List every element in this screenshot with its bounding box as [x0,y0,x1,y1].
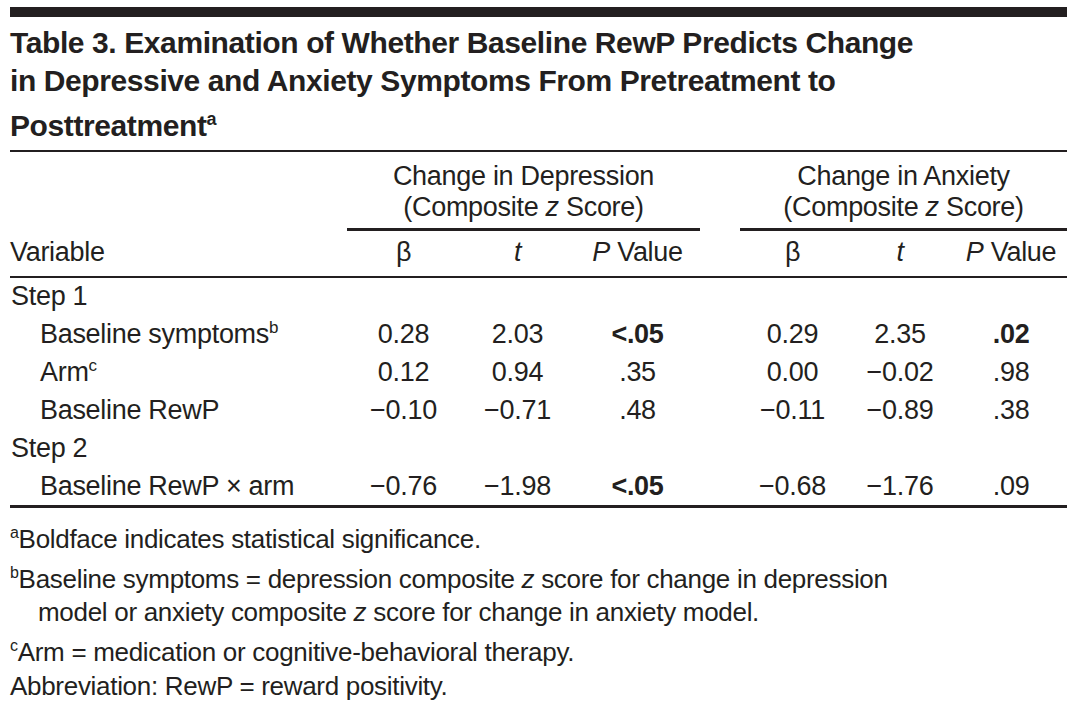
column-header-row: Variable β t P Value β t P Value [10,230,1067,278]
p-italic: P [966,237,984,267]
spanner-depression: Change in Depression (Composite z Score) [347,152,700,230]
value-cell: −0.68 [740,467,845,505]
spanner-depression-line2-pre: (Composite [403,192,545,222]
footnote-text: Arm = medication or cognitive-behavioral… [18,637,574,667]
footnote-text: score for change in depression [534,563,887,593]
footnote-italic-text: z [522,563,535,593]
t-italic: t [514,237,521,267]
footnote: bBaseline symptoms = depression composit… [10,556,1067,630]
value-cell: 0.29 [740,315,845,353]
spanner-anxiety-z: z [926,192,939,222]
value-cell: 0.94 [460,353,575,391]
table-row: Baseline symptomsb0.282.03<.05 0.292.35.0… [10,315,1067,353]
spanner-empty-cell [10,152,347,230]
value-cell: 0.28 [347,315,460,353]
p-rest: Value [610,237,683,267]
footnote-text: Baseline symptoms = depression composite [19,563,522,593]
column-header-beta-depression: β [347,230,460,278]
spanner-anxiety-line1: Change in Anxiety [797,161,1010,191]
footnote-marker: b [10,564,19,581]
row-label: Armc [10,353,347,391]
spanner-gap-cell [700,152,740,230]
value-cell: .02 [955,315,1067,353]
journal-table-page: Table 3. Examination of Whether Baseline… [0,0,1077,711]
footnote: cArm = medication or cognitive-behaviora… [10,629,1067,669]
value-cell: −1.76 [845,467,955,505]
value-cell: −0.76 [347,467,460,505]
table-title-line-3-text: Posttreatment [10,109,207,142]
row-label-superscript: b [269,318,278,337]
footnote: aBoldface indicates statistical signific… [10,516,1067,556]
spanner-anxiety: Change in Anxiety (Composite z Score) [740,152,1067,230]
value-cell: .35 [575,353,700,391]
value-cell: <.05 [575,315,700,353]
footnotes-section: aBoldface indicates statistical signific… [10,516,1067,703]
value-cell: 2.03 [460,315,575,353]
column-header-t-anxiety: t [845,230,955,278]
spanner-row: Change in Depression (Composite z Score)… [10,152,1067,230]
value-cell: .48 [575,391,700,429]
footnote-italic-text: z [354,597,367,627]
value-cell: −0.89 [845,391,955,429]
column-header-pvalue-anxiety: P Value [955,230,1067,278]
footnote-marker: a [10,524,19,541]
value-cell: −0.10 [347,391,460,429]
column-header-t-depression: t [460,230,575,278]
spanner-depression-line1: Change in Depression [393,161,654,191]
table-bottom-rule [10,505,1067,508]
section-label: Step 2 [10,429,1067,467]
value-cell: .98 [955,353,1067,391]
value-cell: −1.98 [460,467,575,505]
p-italic: P [592,237,610,267]
table-title-line-1: Table 3. Examination of Whether Baseline… [10,24,1067,62]
column-header-beta-anxiety: β [740,230,845,278]
row-label: Baseline RewP [10,391,347,429]
column-header-variable: Variable [10,230,347,278]
column-header-pvalue-depression: P Value [575,230,700,278]
table-body: Step 1Baseline symptomsb0.282.03<.050.29… [10,277,1067,505]
spanner-anxiety-line2-pre: (Composite [783,192,925,222]
value-cell: −0.11 [740,391,845,429]
value-cell: 0.12 [347,353,460,391]
table-title-superscript: a [207,109,217,129]
p-rest: Value [984,237,1057,267]
value-cell: 2.35 [845,315,955,353]
section-row: Step 2 [10,429,1067,467]
footnote-marker: c [10,637,18,654]
results-table: Change in Depression (Composite z Score)… [10,152,1067,505]
table-title-line-2: in Depressive and Anxiety Symptoms From … [10,62,1067,100]
value-cell: −0.02 [845,353,955,391]
column-gap [700,315,740,353]
value-cell: .38 [955,391,1067,429]
value-cell: 0.00 [740,353,845,391]
spanner-depression-z: z [546,192,559,222]
footnote-text: model or anxiety composite [38,597,354,627]
row-label: Baseline symptomsb [10,315,347,353]
column-gap [700,353,740,391]
value-cell: −0.71 [460,391,575,429]
footnote-text: score for change in anxiety model. [366,597,759,627]
column-gap [700,467,740,505]
spanner-anxiety-line2-post: Score) [939,192,1024,222]
row-label-superscript: c [89,356,97,375]
value-cell: .09 [955,467,1067,505]
section-row: Step 1 [10,277,1067,315]
t-italic: t [896,237,903,267]
section-label: Step 1 [10,277,1067,315]
column-gap [700,391,740,429]
row-label: Baseline RewP × arm [10,467,347,505]
value-cell: <.05 [575,467,700,505]
footnote: Abbreviation: RewP = reward positivity. [10,669,1067,703]
column-header-gap [700,230,740,278]
table-title-line-3: Posttreatmenta [10,100,1067,145]
table-title: Table 3. Examination of Whether Baseline… [10,24,1067,145]
footnote-text: Boldface indicates statistical significa… [19,524,481,554]
table-row: Baseline RewP × arm−0.76−1.98<.05 −0.68−1… [10,467,1067,505]
footnote-text: Abbreviation: RewP = reward positivity. [10,671,448,701]
spanner-depression-line2-post: Score) [559,192,644,222]
top-divider-bar [10,7,1067,17]
table-row: Armc0.120.94.35 0.00−0.02.98 [10,353,1067,391]
table-row: Baseline RewP−0.10−0.71.48 −0.11−0.89.38 [10,391,1067,429]
